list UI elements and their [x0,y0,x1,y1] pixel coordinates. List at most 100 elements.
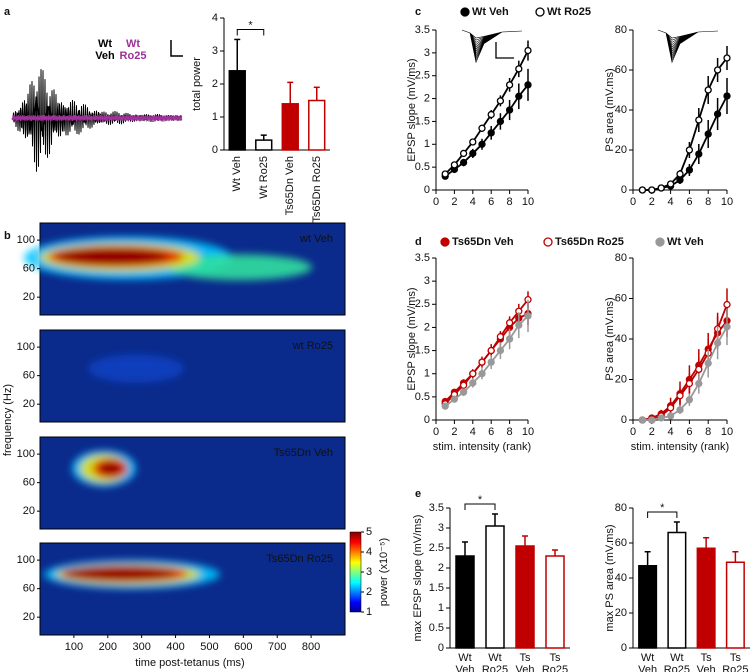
x-tick-label: 500 [200,641,218,653]
point [685,166,694,174]
legend-label: Ts65Dn Ro25 [555,236,624,248]
point [469,138,477,146]
scale-bar [495,42,514,59]
legend-label: Wt Veh [472,6,509,18]
heatmap-title: Ts65Dn Veh [274,447,333,459]
point [713,110,722,118]
y-tick-label: 1.5 [429,582,444,594]
line [642,326,728,421]
bar [485,525,505,649]
y-tick-label: 20 [23,291,35,303]
y-tick-label: 80 [615,502,627,514]
y-tick-label: 1 [424,368,430,380]
x-tick-label: Wt Ro25 [257,156,270,199]
x-tick-label: 100 [65,641,83,653]
colorbar-tick-label: 5 [366,526,372,538]
point [723,300,731,309]
x-tick-label: 6 [488,426,494,438]
x-tick-label: Wt Veh [455,652,475,672]
y-tick-label: 2 [424,92,430,104]
significance-bracket [464,503,496,510]
x-tick-label: 2 [451,426,457,438]
y-tick-label: 2.5 [415,70,430,82]
point [524,46,532,55]
y-axis-label: frequency (Hz) [2,384,14,456]
colorbar [349,531,362,613]
point [723,92,731,100]
x-tick-label: 10 [721,196,733,208]
y-tick-label: 0 [212,144,218,156]
bar [545,555,565,649]
panel-letter: a [4,6,11,18]
point [505,81,514,89]
y-tick-label: 0 [424,184,430,196]
legend-marker [655,237,665,247]
point [685,146,694,154]
line [642,95,728,191]
legend-label: Wt Ro25 [547,6,591,18]
point [459,149,468,158]
x-tick-label: 8 [705,426,711,438]
significance-bracket [236,28,265,36]
y-tick-label: 40 [615,572,627,584]
point [505,106,514,114]
point [676,392,684,400]
point [515,65,523,73]
y-axis-label: EPSP slope (mV/ms) [406,287,418,390]
x-tick-label: 4 [668,196,674,208]
point [478,140,486,148]
line [444,84,529,178]
x-axis-label: stim. intensity (rank) [433,441,531,453]
x-tick-label: Ts65Dn Veh [284,156,297,216]
point [666,412,675,420]
point [685,379,694,388]
y-tick-label: 0 [424,414,430,426]
y-tick-label: 80 [615,24,627,36]
point [441,402,449,410]
point [723,54,731,62]
y-tick-label: 1.5 [415,344,430,356]
panel-letter: d [415,236,422,248]
point [704,130,712,138]
y-tick-label: 40 [615,333,627,345]
heatmap-blobs [88,354,184,383]
x-tick-label: Ts Veh [696,652,716,672]
point [469,149,477,158]
legend-marker [460,7,470,17]
y-tick-label: 60 [615,292,627,304]
x-tick-label: 0 [433,426,439,438]
bar [255,139,273,151]
x-tick-label: 10 [522,426,534,438]
y-axis-label: max EPSP slope (mV/ms) [412,515,424,642]
y-tick-label: 60 [23,263,35,275]
point [666,180,675,188]
point [487,358,495,366]
x-tick-label: 2 [451,196,457,208]
y-tick-label: 20 [615,373,627,385]
y-tick-label: 3.5 [415,24,430,36]
point [469,379,477,387]
heatmap-panel [39,542,346,636]
x-tick-label: 0 [630,196,636,208]
legend-marker [535,7,545,17]
point [685,396,694,404]
heatmap-blobs [24,236,312,281]
bar [455,555,475,649]
y-tick-label: 0 [621,414,627,426]
point [459,388,468,396]
legend-label: Wt Veh [667,236,704,248]
y-tick-label: 60 [23,370,35,382]
y-tick-label: 20 [615,144,627,156]
line [444,50,529,175]
line [642,57,728,191]
y-tick-label: 100 [17,554,35,566]
x-tick-label: 8 [507,426,513,438]
point [459,158,468,167]
legend-label: Wt Veh [95,38,115,62]
x-tick-label: 0 [630,426,636,438]
y-tick-label: 2.5 [429,542,444,554]
heatmap-title: wt Veh [299,233,333,245]
colorbar-tick-label: 4 [366,546,372,558]
